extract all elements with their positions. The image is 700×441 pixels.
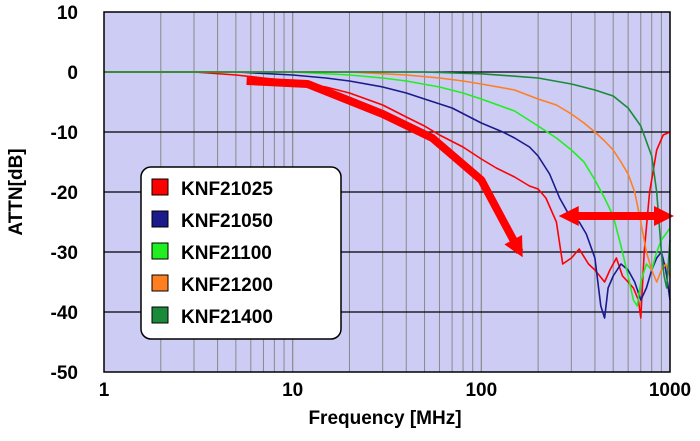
legend-label: KNF21100 xyxy=(181,243,272,264)
y-tick-label: 10 xyxy=(57,3,78,24)
x-tick-label: 10 xyxy=(282,380,303,401)
y-tick-label: -40 xyxy=(51,303,78,324)
y-tick-label: -10 xyxy=(51,123,78,144)
y-tick-label: -30 xyxy=(51,243,78,264)
series-line-5 xyxy=(104,71,671,289)
series-line-3 xyxy=(104,71,671,307)
legend-swatch xyxy=(151,178,169,196)
legend: KNF21025 KNF21050 KNF21100 KNF21200 KNF21400 xyxy=(140,166,342,340)
legend-swatch xyxy=(151,242,169,260)
y-axis-label: ATTN[dB] xyxy=(6,148,27,235)
x-tick-label: 100 xyxy=(465,380,497,401)
legend-swatch xyxy=(151,306,169,324)
legend-swatch xyxy=(151,210,169,228)
legend-label: KNF21400 xyxy=(181,307,273,328)
trend-arrow-shaft xyxy=(246,77,524,254)
series-line-4 xyxy=(104,71,671,283)
plot-frame xyxy=(103,11,671,373)
legend-label: KNF21200 xyxy=(181,275,273,296)
range-arrow-head-right xyxy=(654,206,674,226)
legend-swatch xyxy=(151,274,169,292)
legend-box xyxy=(140,166,342,340)
legend-label: KNF21025 xyxy=(181,179,273,200)
y-tick-label: -20 xyxy=(51,183,78,204)
legend-label: KNF21050 xyxy=(181,211,273,232)
y-tick-label: 0 xyxy=(67,63,78,84)
x-tick-label: 1 xyxy=(99,380,110,401)
y-tick-label: -50 xyxy=(51,363,78,384)
range-arrow-head-left xyxy=(558,206,579,226)
x-axis-label: Frequency [MHz] xyxy=(308,408,461,429)
trend-arrow-head xyxy=(504,234,523,258)
x-tick-label: 1000 xyxy=(649,380,691,401)
